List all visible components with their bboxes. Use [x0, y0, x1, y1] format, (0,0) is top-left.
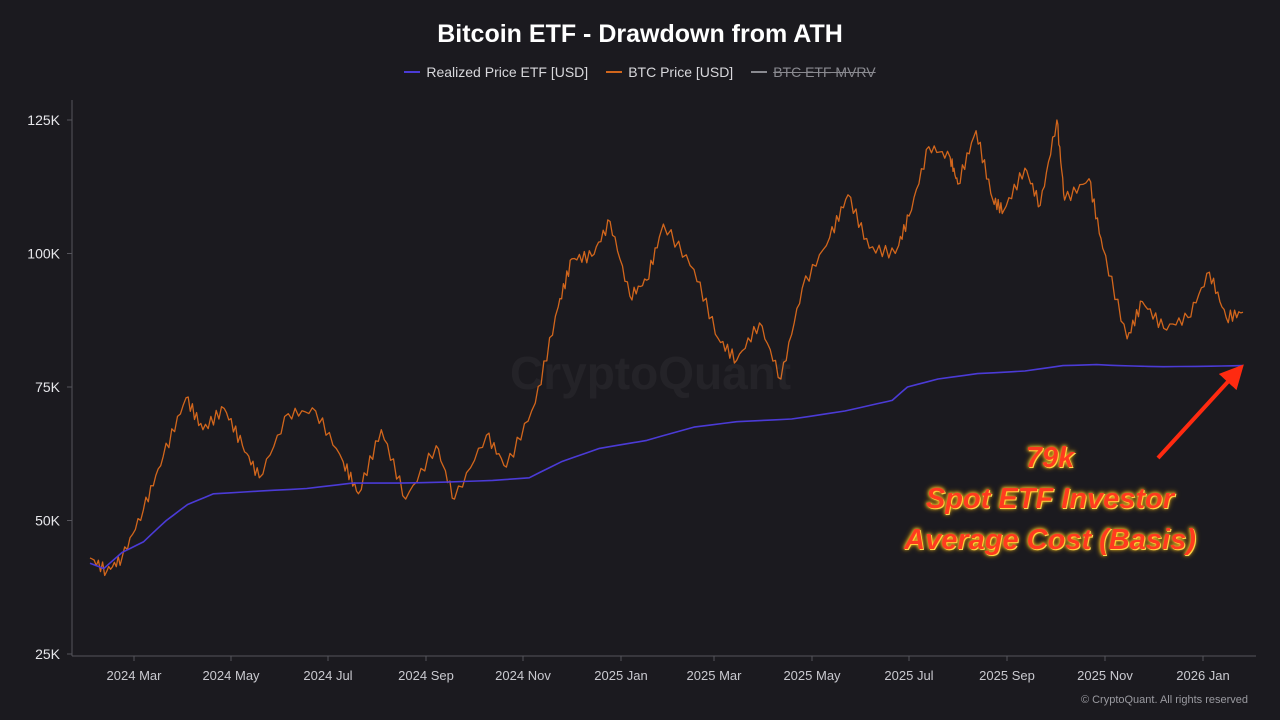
x-tick-label: 2025 May	[783, 668, 841, 683]
legend-swatch-btc-etf-mvrv	[751, 71, 768, 73]
annotation-line: Spot ETF Investor	[925, 483, 1175, 515]
y-tick-label: 25K	[35, 646, 61, 662]
annotation-line: 79k	[1025, 442, 1075, 474]
x-tick-label: 2024 Mar	[107, 668, 163, 683]
btc-price-line	[89, 119, 1244, 577]
annotation-text: 79k Spot ETF Investor Average Cost (Basi…	[840, 438, 1260, 561]
watermark: CryptoQuant	[510, 346, 791, 400]
y-axis: 125K 100K 75K 50K 25K	[27, 100, 73, 662]
x-tick-label: 2026 Jan	[1176, 668, 1230, 683]
x-tick-label: 2025 Jul	[884, 668, 933, 683]
x-tick-label: 2025 Nov	[1077, 668, 1133, 683]
x-tick-label: 2024 Sep	[398, 668, 454, 683]
copyright: © CryptoQuant. All rights reserved	[1080, 694, 1248, 706]
legend-label: BTC ETF MVRV	[773, 64, 876, 80]
legend-item-btc-etf-mvrv[interactable]: BTC ETF MVRV	[751, 64, 876, 80]
x-tick-label: 2024 Nov	[495, 668, 551, 683]
legend-item-btc-price[interactable]: BTC Price [USD]	[606, 64, 733, 80]
annotation-arrow	[1156, 364, 1244, 460]
y-tick-label: 100K	[27, 246, 60, 262]
legend-label: Realized Price ETF [USD]	[426, 64, 589, 80]
y-tick-label: 125K	[27, 112, 60, 128]
chart-title: Bitcoin ETF - Drawdown from ATH	[437, 20, 843, 48]
y-tick-label: 50K	[35, 513, 61, 529]
x-tick-label: 2025 Sep	[979, 668, 1035, 683]
annotation-line: Average Cost (Basis)	[904, 524, 1196, 556]
x-tick-label: 2025 Jan	[594, 668, 648, 683]
legend-label: BTC Price [USD]	[628, 64, 734, 80]
y-tick-label: 75K	[35, 379, 61, 395]
annotation-layer	[1156, 364, 1244, 460]
series-layer	[89, 119, 1244, 577]
realized-price-etf-line	[89, 363, 1244, 570]
legend-item-realized-price[interactable]: Realized Price ETF [USD]	[404, 64, 588, 80]
x-tick-label: 2024 Jul	[303, 668, 352, 683]
legend-swatch-btc-price	[606, 71, 623, 73]
legend: Realized Price ETF [USD] BTC Price [USD]…	[0, 64, 1280, 80]
x-tick-label: 2025 Mar	[687, 668, 743, 683]
x-axis: 2024 Mar 2024 May 2024 Jul 2024 Sep 2024 Nov…	[72, 655, 1256, 683]
legend-swatch-realized-price	[404, 71, 421, 73]
x-tick-label: 2024 May	[202, 668, 260, 683]
